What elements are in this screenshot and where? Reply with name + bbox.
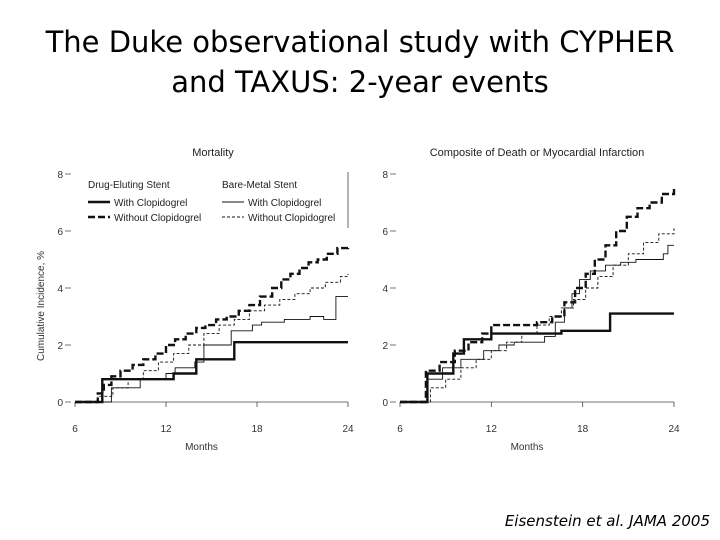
chart2-series-2 — [400, 188, 676, 404]
legend-label-bms-with: With Clopidogrel — [248, 198, 321, 209]
citation: Eisenstein et al. JAMA 2005 — [504, 512, 710, 530]
chart2-ytick-label: 4 — [382, 284, 388, 295]
chart1-series-2 — [75, 245, 350, 404]
chart2-series-4 — [400, 228, 675, 403]
chart2-xtick-label: 12 — [486, 424, 498, 435]
chart1-ytick-label: 6 — [57, 227, 63, 238]
chart1-series-4 — [75, 273, 349, 403]
slide-title-line-1: The Duke observational study with CYPHER — [45, 25, 675, 59]
chart1-title: Mortality — [192, 147, 234, 159]
chart1-xtick-label: 12 — [160, 424, 172, 435]
chart1-xtick-label: 18 — [251, 424, 263, 435]
chart2-series-1 — [400, 312, 674, 404]
chart1-ylabel: Cumulative Incidence, % — [36, 251, 47, 361]
chart1-xlabel: Months — [185, 442, 218, 453]
chart1-xtick-label: 6 — [72, 424, 78, 435]
chart2-ytick-label: 6 — [382, 227, 388, 238]
slide-title: The Duke observational study with CYPHER… — [0, 22, 720, 102]
chart2-xlabel: Months — [511, 442, 544, 453]
chart2-title: Composite of Death or Myocardial Infarct… — [430, 147, 645, 159]
chart2-xtick-label: 6 — [397, 424, 403, 435]
legend-label-bms-without: Without Clopidogrel — [248, 213, 335, 224]
chart2-xtick-label: 24 — [668, 424, 680, 435]
legend-group2-title: Bare-Metal Stent — [222, 180, 297, 191]
chart2-ytick-label: 8 — [382, 170, 388, 181]
chart2-ytick-label: 2 — [382, 341, 388, 352]
chart1-ytick-label: 4 — [57, 284, 63, 295]
chart2-xtick-label: 18 — [577, 424, 589, 435]
legend-label-des-without: Without Clopidogrel — [114, 213, 201, 224]
legend-group1-title: Drug-Eluting Stent — [88, 180, 170, 191]
chart1-xtick-label: 24 — [342, 424, 354, 435]
chart1-series-1 — [75, 341, 348, 404]
figure: Mortality 0 2 4 6 8 6 12 18 24 Months Cumulative In… — [30, 130, 700, 460]
legend-label-des-with: With Clopidogrel — [114, 198, 187, 209]
chart1-ytick-label: 8 — [57, 170, 63, 181]
slide-title-line-2: and TAXUS: 2-year events — [171, 65, 549, 99]
chart2-series-3 — [400, 244, 674, 403]
chart1-series-3 — [75, 296, 348, 403]
chart1-ytick-label: 0 — [57, 398, 63, 409]
chart1-ytick-label: 2 — [57, 341, 63, 352]
chart2-ytick-label: 0 — [382, 398, 388, 409]
